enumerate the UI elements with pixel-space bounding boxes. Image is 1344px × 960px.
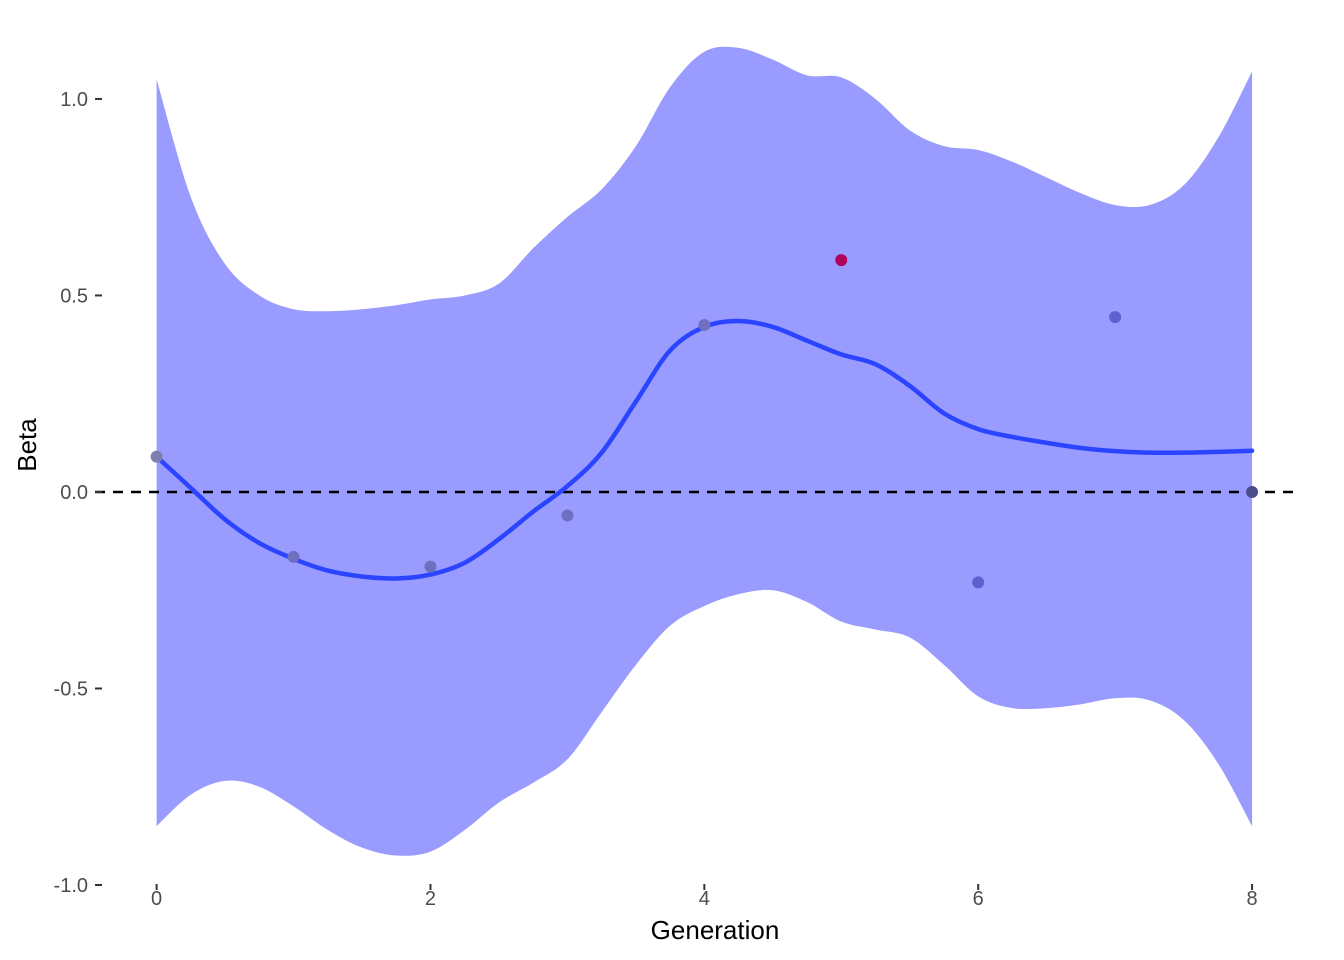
- data-points-layer: [150, 254, 1259, 589]
- data-point: [287, 550, 300, 563]
- data-point: [561, 509, 574, 522]
- x-tick-label: 0: [151, 888, 162, 910]
- y-axis: -1.0 -0.5 0.0 0.5 1.0: [54, 89, 102, 897]
- x-tick-label: 8: [1247, 888, 1258, 910]
- y-tick-label: 1.0: [60, 89, 88, 111]
- x-axis-title: Generation: [651, 915, 780, 945]
- y-tick-label: -1.0: [54, 875, 88, 897]
- x-tick-label: 6: [973, 888, 984, 910]
- data-point: [1246, 485, 1259, 498]
- confidence-band-layer: [156, 46, 1253, 856]
- data-point: [424, 560, 437, 573]
- confidence-band: [156, 46, 1253, 856]
- data-point: [1109, 311, 1122, 324]
- y-axis-title: Beta: [12, 418, 42, 472]
- y-tick-label: 0.0: [60, 482, 88, 504]
- x-tick-label: 4: [699, 888, 710, 910]
- y-tick-label: 0.5: [60, 285, 88, 307]
- data-point: [150, 450, 163, 463]
- x-axis: 0 2 4 6 8: [151, 884, 1258, 910]
- data-point: [698, 318, 711, 331]
- data-point: [835, 254, 848, 267]
- x-tick-label: 2: [425, 888, 436, 910]
- y-tick-label: -0.5: [54, 678, 88, 700]
- data-point: [972, 576, 985, 589]
